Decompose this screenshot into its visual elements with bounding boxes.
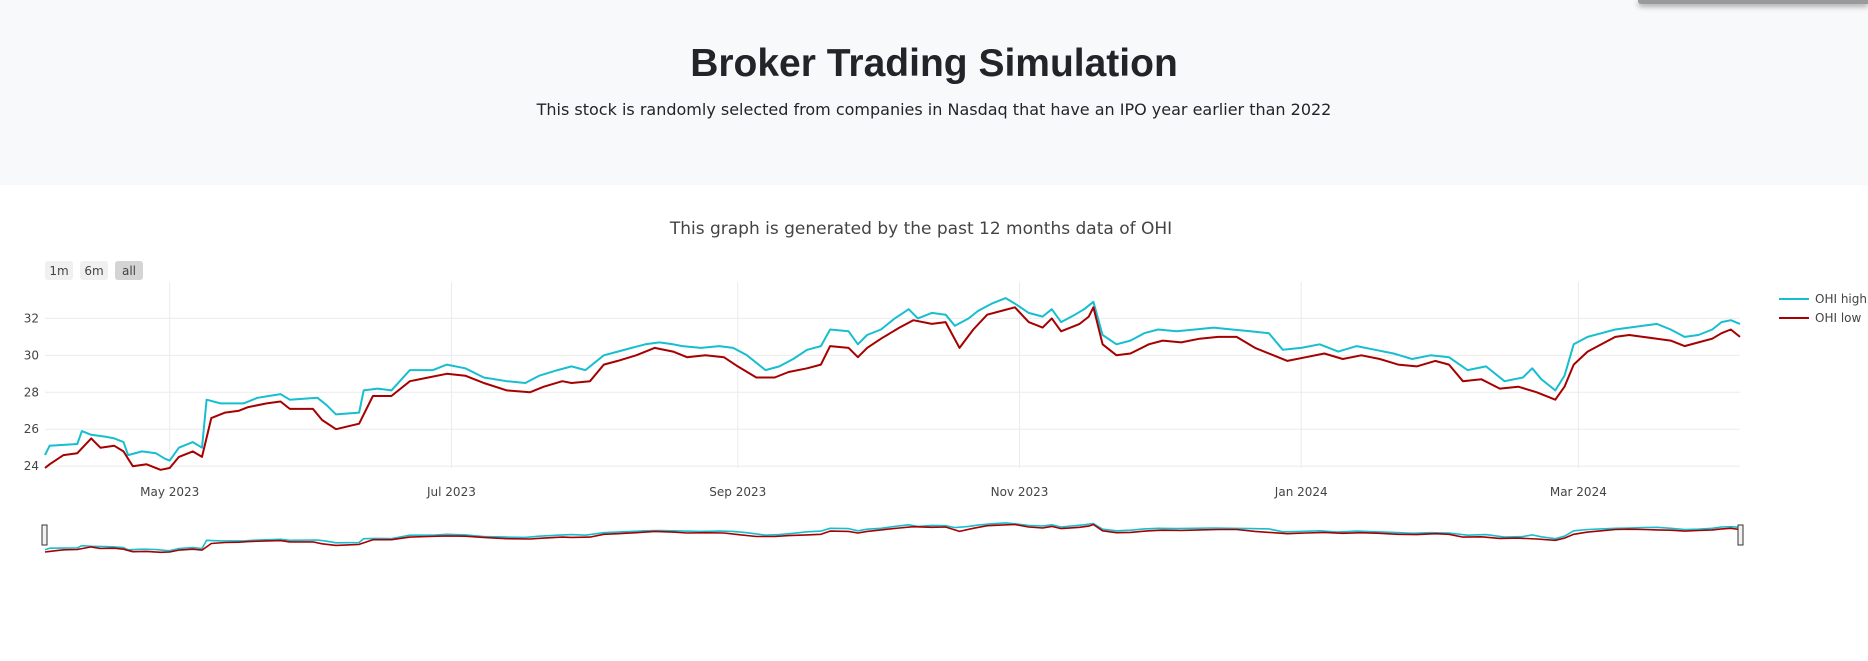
range-button-all[interactable]: all: [115, 261, 143, 280]
y-tick-label: 32: [24, 311, 39, 325]
x-tick-label: Nov 2023: [991, 485, 1049, 499]
corner-shadow: [1638, 0, 1868, 4]
series-line-high: [44, 297, 1741, 462]
legend-label-high: OHI high: [1815, 292, 1867, 306]
y-axis: 24 26 28 30 32: [24, 311, 39, 473]
x-tick-label: Mar 2024: [1550, 485, 1607, 499]
legend-item-low[interactable]: OHI low: [1779, 311, 1861, 325]
range-slider-handle-right[interactable]: [1737, 524, 1744, 546]
range-slider-track: [45, 519, 1740, 555]
legend: OHI high OHI low: [1779, 292, 1867, 325]
page-title: Broker Trading Simulation: [690, 42, 1178, 85]
range-button-1m[interactable]: 1m: [45, 261, 73, 280]
x-tick-label: Jul 2023: [426, 485, 476, 499]
range-button-label: 6m: [84, 264, 103, 278]
x-axis: May 2023 Jul 2023 Sep 2023 Nov 2023 Jan 2024…: [140, 485, 1607, 499]
range-slider-handle-left[interactable]: [41, 524, 48, 546]
range-slider-preview: [44, 522, 1741, 554]
range-button-label: all: [122, 264, 136, 278]
plot-area: [44, 297, 1741, 471]
range-button-6m[interactable]: 6m: [80, 261, 108, 280]
slider-line-low: [44, 523, 1741, 554]
legend-item-high[interactable]: OHI high: [1779, 292, 1867, 306]
stock-chart: This graph is generated by the past 12 m…: [24, 219, 1867, 555]
y-tick-label: 24: [24, 459, 39, 473]
y-tick-label: 30: [24, 348, 39, 362]
x-tick-label: Sep 2023: [709, 485, 766, 499]
page-subtitle: This stock is randomly selected from com…: [536, 100, 1332, 119]
x-tick-label: Jan 2024: [1274, 485, 1328, 499]
chart-title: This graph is generated by the past 12 m…: [669, 219, 1172, 239]
gridlines: [45, 282, 1740, 468]
series-line-low: [44, 306, 1741, 471]
range-button-label: 1m: [49, 264, 68, 278]
y-tick-label: 28: [24, 385, 39, 399]
range-selector: 1m 6m all: [45, 261, 143, 280]
slider-line-high: [44, 522, 1741, 552]
y-tick-label: 26: [24, 422, 39, 436]
page-header: Broker Trading Simulation This stock is …: [0, 0, 1868, 185]
range-slider[interactable]: [41, 519, 1744, 555]
legend-label-low: OHI low: [1815, 311, 1861, 325]
x-tick-label: May 2023: [140, 485, 199, 499]
